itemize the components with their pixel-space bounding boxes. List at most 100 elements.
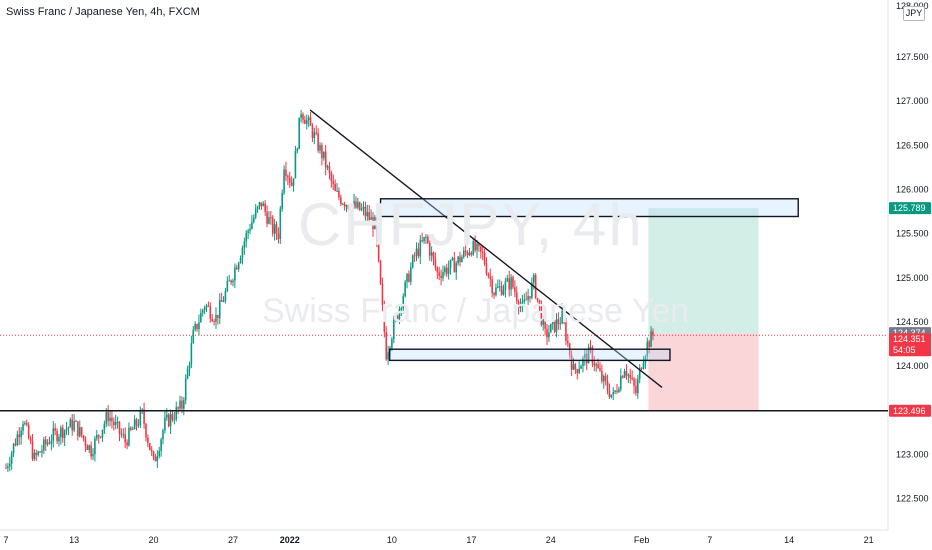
candle-body bbox=[334, 184, 336, 191]
candle-body bbox=[69, 419, 72, 428]
candle-body bbox=[124, 434, 126, 443]
candle-body bbox=[61, 427, 64, 439]
candle-body bbox=[330, 173, 333, 182]
candle-body bbox=[86, 445, 89, 451]
candle-body bbox=[442, 272, 444, 278]
price-tick-label: 125.000 bbox=[896, 273, 929, 283]
candle-body bbox=[200, 312, 202, 323]
candle-body bbox=[114, 422, 117, 425]
candle-body bbox=[148, 443, 151, 450]
candle-body bbox=[396, 315, 399, 320]
candle-body bbox=[109, 417, 111, 421]
candle-body bbox=[357, 202, 359, 208]
candle-body bbox=[311, 125, 314, 138]
candle-body bbox=[29, 438, 32, 442]
price-tag-label: 124.374 bbox=[893, 328, 926, 338]
candle-body bbox=[394, 315, 397, 321]
candle-body bbox=[472, 241, 475, 255]
candle-body bbox=[597, 364, 599, 369]
candle-body bbox=[158, 451, 161, 457]
candle-body bbox=[271, 217, 274, 234]
candle-body bbox=[177, 407, 179, 409]
candle-body bbox=[616, 390, 618, 392]
candle-body bbox=[341, 203, 344, 205]
candle-body bbox=[198, 322, 200, 330]
price-tag-label: 54:05 bbox=[893, 345, 916, 355]
time-tick-label: 7 bbox=[3, 535, 8, 545]
candle-body bbox=[56, 430, 58, 442]
candle-body bbox=[644, 356, 647, 364]
candle-body bbox=[130, 427, 132, 430]
candle-body bbox=[567, 340, 569, 344]
chart-drawings[interactable] bbox=[0, 109, 888, 412]
price-axis[interactable]: 122.500123.000123.500124.000124.500125.0… bbox=[896, 1, 929, 504]
candle-body bbox=[22, 424, 24, 431]
candle-body bbox=[275, 224, 278, 234]
candle-body bbox=[638, 367, 641, 380]
candle-body bbox=[294, 151, 297, 179]
time-tick-label: 7 bbox=[707, 535, 712, 545]
candle-body bbox=[349, 208, 352, 212]
candle-body bbox=[116, 421, 119, 423]
candle-body bbox=[78, 427, 81, 437]
candle-body bbox=[173, 419, 176, 421]
candle-body bbox=[468, 252, 471, 256]
candle-body bbox=[99, 436, 102, 438]
candle-body bbox=[637, 379, 639, 394]
time-tick-label: 17 bbox=[466, 535, 476, 545]
time-axis[interactable]: 7 13 20 27 2022 10 17 24 Feb 7 14 21 bbox=[3, 535, 873, 545]
candle-body bbox=[111, 417, 113, 422]
candle-body bbox=[540, 305, 543, 325]
candle-body bbox=[58, 437, 60, 442]
candle-body bbox=[625, 371, 628, 376]
candle-body bbox=[139, 411, 142, 425]
candle-body bbox=[323, 151, 325, 159]
candle-body bbox=[41, 450, 43, 453]
candle-body bbox=[285, 169, 287, 177]
candle-body bbox=[65, 428, 68, 431]
name-watermark: Swiss Franc / Japanese Yen bbox=[262, 292, 690, 330]
price-tag-bg bbox=[889, 344, 931, 357]
candle-body bbox=[154, 457, 157, 462]
candle-body bbox=[419, 240, 422, 257]
candle-body bbox=[162, 430, 164, 440]
candle-body bbox=[270, 217, 272, 219]
candle-body bbox=[504, 281, 507, 291]
candle-body bbox=[406, 273, 408, 282]
candle-body bbox=[73, 421, 75, 431]
candle-body bbox=[35, 452, 38, 455]
candle-body bbox=[610, 394, 613, 398]
candle-body bbox=[379, 260, 382, 285]
candle-body bbox=[500, 286, 503, 295]
candle-body bbox=[181, 400, 183, 409]
candle-body bbox=[485, 264, 488, 274]
candle-body bbox=[417, 248, 420, 257]
candle-body bbox=[243, 241, 246, 248]
stop-zone bbox=[648, 333, 759, 411]
price-tick-label: 127.500 bbox=[896, 52, 929, 62]
candle-body bbox=[599, 368, 601, 371]
candle-body bbox=[572, 364, 575, 370]
candle-body bbox=[94, 438, 96, 455]
candle-body bbox=[188, 364, 191, 369]
price-tag-label: 124.351 bbox=[893, 334, 926, 344]
candle-body bbox=[635, 385, 637, 394]
candle-body bbox=[606, 381, 609, 391]
candle-body bbox=[374, 217, 376, 230]
candle-body bbox=[122, 434, 125, 436]
currency-badge[interactable]: JPY bbox=[903, 6, 925, 21]
candle-body bbox=[534, 274, 537, 298]
candle-body bbox=[623, 371, 626, 378]
candle-body bbox=[234, 267, 236, 281]
candle-body bbox=[619, 376, 622, 390]
candle-body bbox=[167, 414, 170, 427]
candle-body bbox=[196, 323, 198, 330]
candle-body bbox=[527, 296, 529, 300]
candle-body bbox=[211, 318, 213, 322]
candle-body bbox=[8, 463, 11, 467]
candle-body bbox=[84, 438, 87, 446]
candle-body bbox=[88, 445, 91, 451]
candle-body bbox=[550, 323, 552, 333]
candle-body bbox=[150, 449, 153, 452]
